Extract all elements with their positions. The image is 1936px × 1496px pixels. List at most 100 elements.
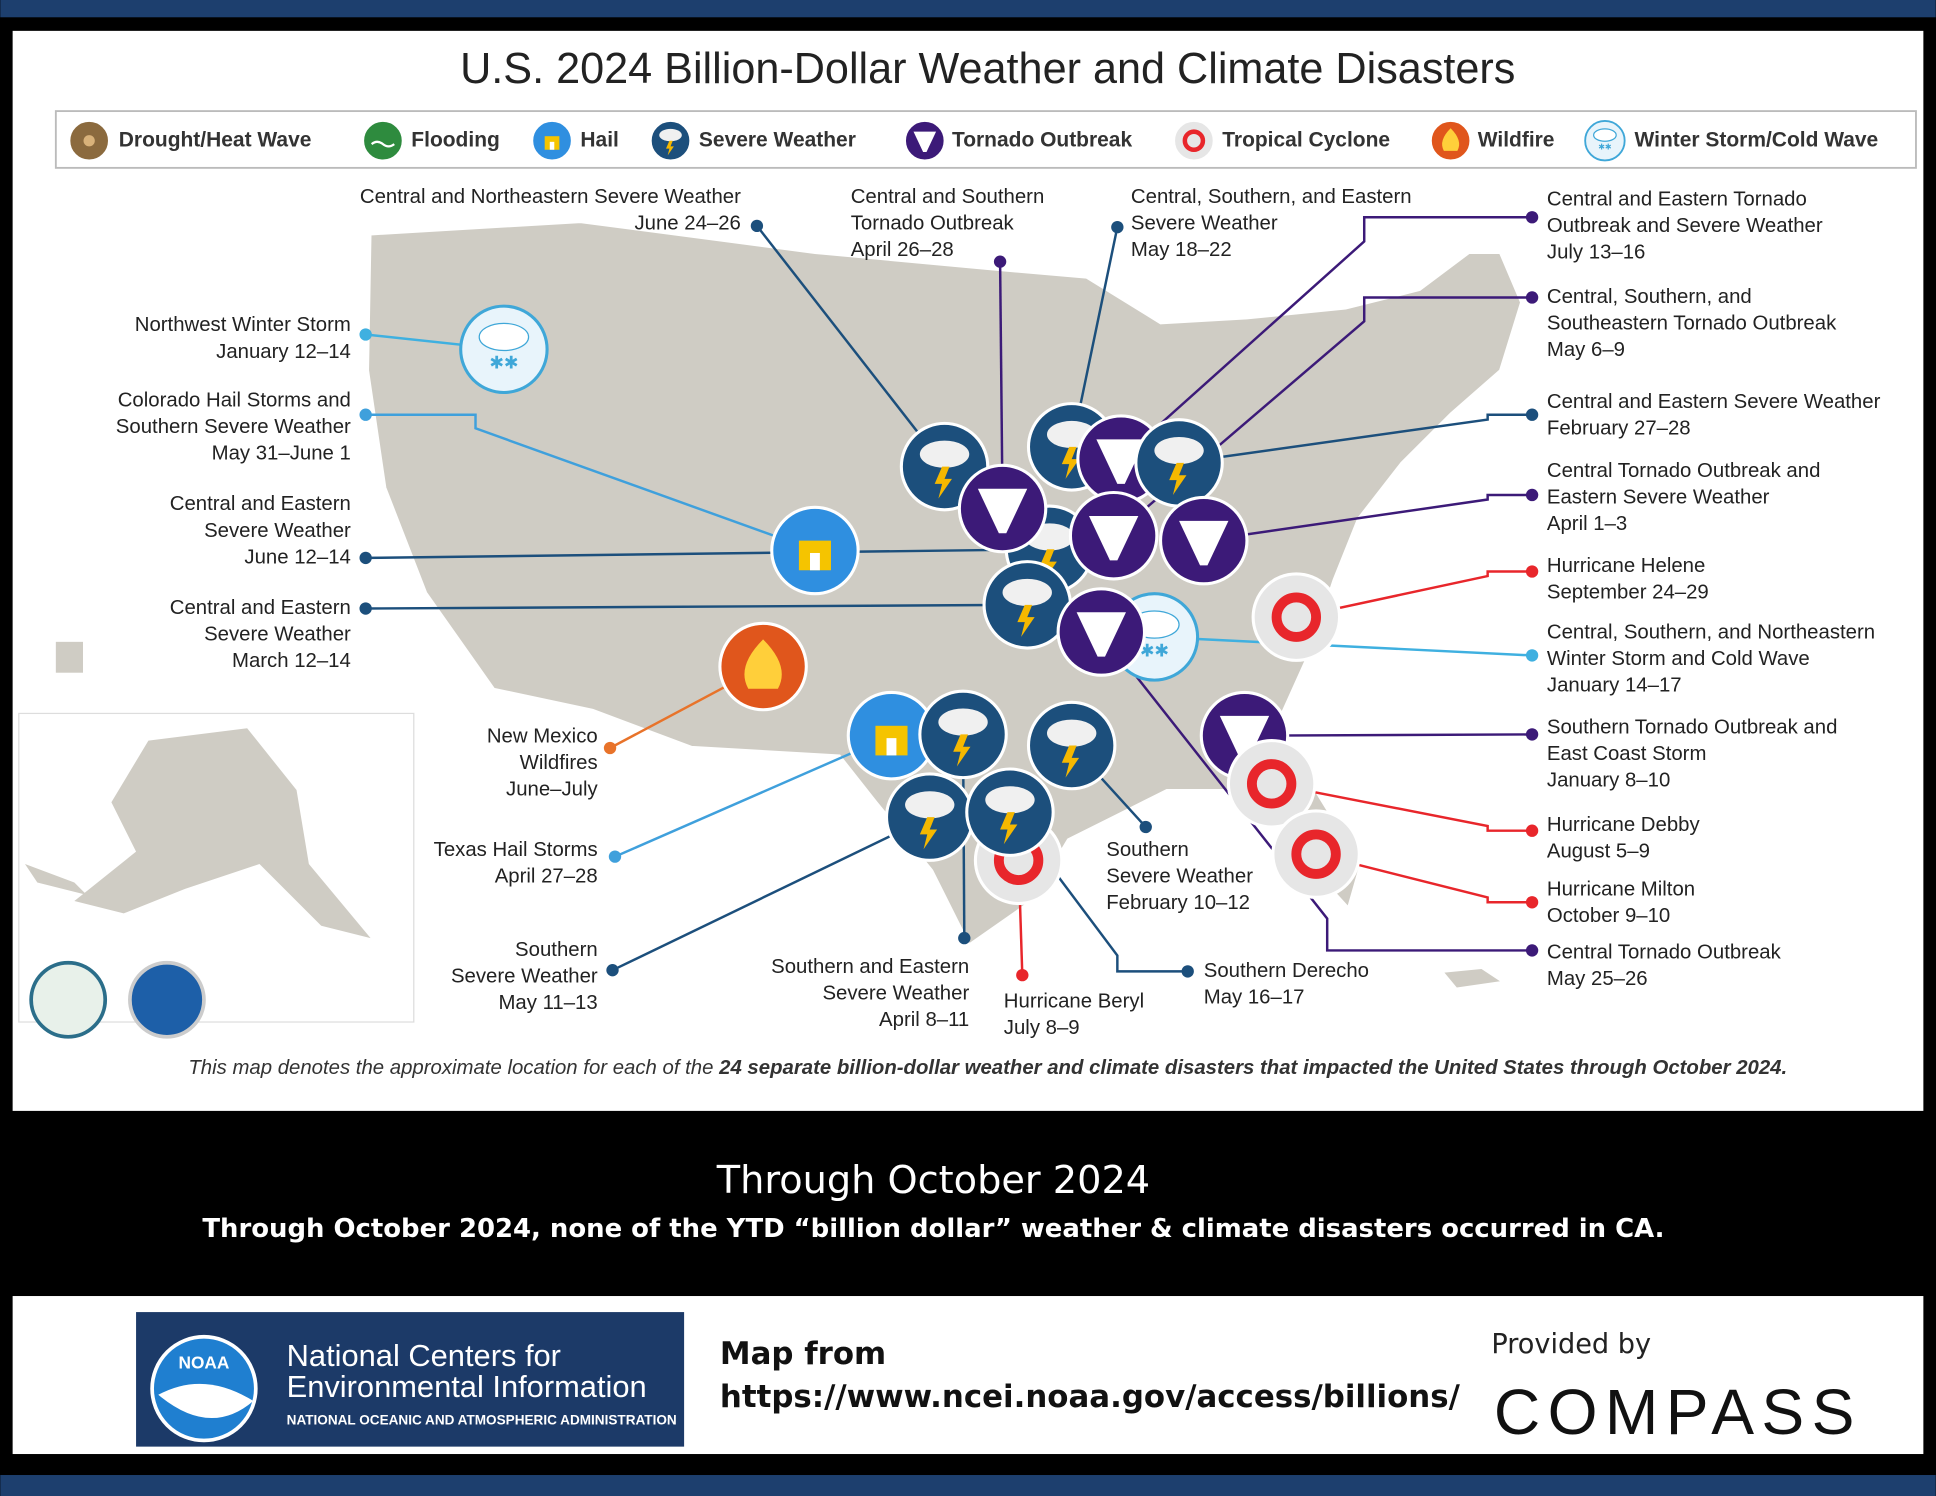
event-label: June 24–26 xyxy=(634,212,740,234)
event-label: Southeastern Tornado Outbreak xyxy=(1547,312,1837,334)
legend-item: Flooding xyxy=(362,120,500,162)
leader xyxy=(1244,733,1533,737)
event-label: Hurricane Helene xyxy=(1547,555,1705,577)
leader xyxy=(1100,631,1533,952)
event-label: Hurricane Milton xyxy=(1547,878,1695,900)
disaster-icon xyxy=(918,689,1008,780)
disaster-icon xyxy=(957,463,1048,554)
leader xyxy=(1296,570,1533,619)
icon-flame xyxy=(744,639,782,689)
event-label: April 1–3 xyxy=(1547,513,1627,535)
leader xyxy=(1154,635,1533,657)
leader xyxy=(1120,216,1533,461)
icon-storm xyxy=(1271,592,1322,642)
icon-bolt xyxy=(919,817,938,850)
disaster-icon: ✱✱ xyxy=(459,304,549,395)
event-label: Southern Derecho xyxy=(1204,960,1369,982)
icon-funnel xyxy=(913,131,937,152)
leader-dot xyxy=(606,964,619,977)
icon-door xyxy=(549,141,555,150)
event-label: Severe Weather xyxy=(1131,212,1278,234)
disaster-icon xyxy=(770,505,860,596)
legend-label: Wildfire xyxy=(1478,128,1555,151)
icon-bg xyxy=(1251,572,1342,662)
icon-bolt xyxy=(666,140,674,156)
icon-door xyxy=(886,738,897,756)
leader-dot xyxy=(1525,291,1539,304)
leader-dot xyxy=(1016,968,1029,982)
legend-label: Severe Weather xyxy=(699,128,856,151)
event-label: Severe Weather xyxy=(822,983,969,1005)
event-label: Severe Weather xyxy=(451,965,598,987)
icon-bolt xyxy=(1000,812,1018,845)
leader-dot xyxy=(359,408,372,421)
legend-item: Tornado Outbreak xyxy=(904,120,1133,162)
event-label: Southern xyxy=(1106,839,1189,861)
event-label: Colorado Hail Storms and xyxy=(118,390,351,412)
leader xyxy=(1112,296,1533,537)
footnote: This map denotes the approximate locatio… xyxy=(188,1057,1787,1079)
top-stripe xyxy=(0,0,1936,18)
puerto-rico xyxy=(1444,968,1500,988)
org-line1: National Centers for xyxy=(287,1338,561,1373)
event-label: June–July xyxy=(506,778,598,800)
event-label: Southern xyxy=(515,939,598,961)
leader-line xyxy=(1244,733,1533,737)
event-label: April 27–28 xyxy=(495,865,598,887)
leader-dot xyxy=(1525,944,1539,957)
noaa-seal xyxy=(128,960,206,1039)
event-label: Winter Storm and Cold Wave xyxy=(1547,648,1810,670)
event-label: Central and Eastern xyxy=(170,493,351,515)
banner-heading: Through October 2024 xyxy=(716,1158,1150,1203)
event-label: February 27–28 xyxy=(1547,417,1691,439)
event-label: Severe Weather xyxy=(204,520,351,542)
icon-bg xyxy=(1226,739,1317,829)
leader xyxy=(1178,413,1533,465)
icon-flakes: ✱✱ xyxy=(489,353,518,373)
disaster-icon xyxy=(1134,418,1224,508)
icon-bolt xyxy=(1169,462,1187,495)
event-label: Outbreak and Severe Weather xyxy=(1547,215,1823,237)
event-label: January 8–10 xyxy=(1547,770,1670,792)
event-label: Severe Weather xyxy=(204,623,351,645)
event-label: Severe Weather xyxy=(1106,865,1253,887)
alaska xyxy=(74,728,371,939)
event-label: May 6–9 xyxy=(1547,339,1625,361)
icon-wave xyxy=(370,140,395,148)
legend-item: Wildfire xyxy=(1429,120,1555,162)
leader-dot xyxy=(1525,896,1539,909)
event-label: Central and Northeastern Severe Weather xyxy=(360,186,741,208)
leader-dot xyxy=(958,931,971,945)
event-label: Texas Hail Storms xyxy=(434,839,598,861)
footnote-emphasis: 24 separate billion-dollar weather and c… xyxy=(718,1057,1787,1079)
icon-door xyxy=(810,552,820,571)
leader-dot xyxy=(603,741,617,755)
icon-storm xyxy=(1291,829,1341,879)
icon-cloud xyxy=(1593,128,1617,142)
leader xyxy=(1271,782,1533,832)
leader-dot xyxy=(1111,220,1124,234)
icon-bg xyxy=(1271,809,1361,899)
event-label: July 8–9 xyxy=(1004,1017,1080,1039)
leader xyxy=(365,603,1028,610)
icon-funnel xyxy=(1219,715,1270,761)
icon-cloud xyxy=(478,322,530,352)
event-label: February 10–12 xyxy=(1106,892,1250,914)
legend-label: Hail xyxy=(580,128,618,151)
legend-item: Drought/Heat Wave xyxy=(68,120,311,162)
leader-dot xyxy=(1525,728,1539,741)
legend-label: Tornado Outbreak xyxy=(952,128,1133,151)
icon-bolt xyxy=(934,466,952,499)
event-label: August 5–9 xyxy=(1547,841,1650,863)
hawaii-inset xyxy=(55,641,83,673)
disaster-icon xyxy=(1056,587,1147,677)
icon-funnel xyxy=(977,488,1028,534)
icon-cloud xyxy=(919,440,970,468)
leader-dot xyxy=(1139,820,1152,834)
leader-line xyxy=(1154,635,1533,657)
leader xyxy=(365,548,1050,560)
leader-dot xyxy=(750,219,764,233)
doc-seal xyxy=(29,960,108,1039)
icon-funnel xyxy=(1076,612,1126,657)
